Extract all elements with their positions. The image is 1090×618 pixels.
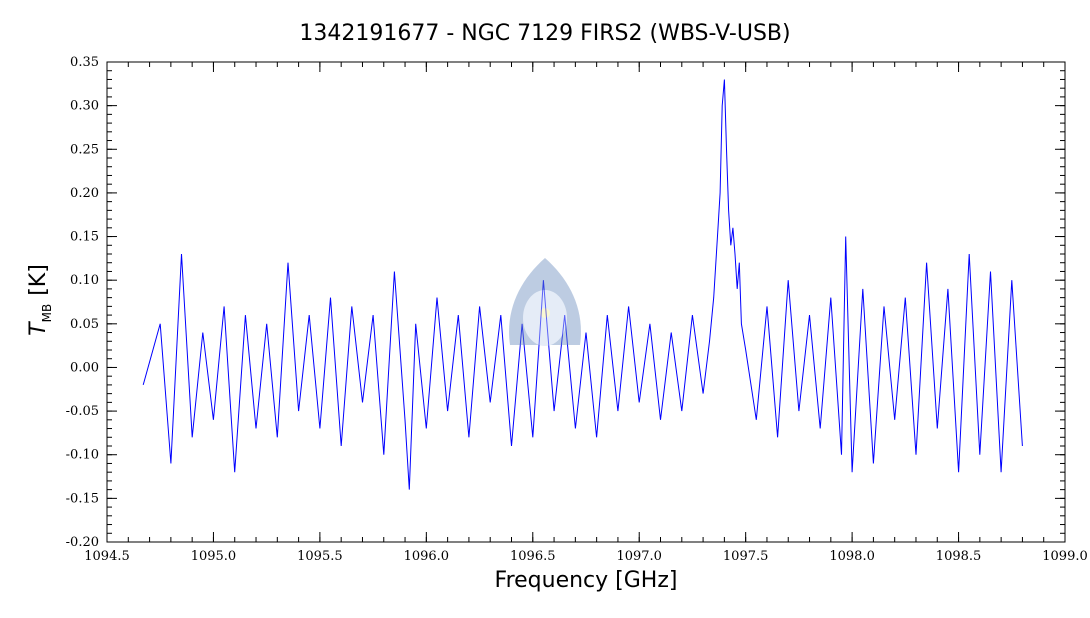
x-tick-label: 1097.0 [616,549,662,564]
y-axis-label-sub: MB [40,304,54,323]
y-axis-label: TMB [K] [26,264,54,336]
y-tick-label: -0.15 [66,491,99,506]
y-tick-label: -0.05 [66,404,99,419]
plot-frame [106,61,1066,543]
y-tick-label: 0.15 [70,230,99,245]
y-tick-label: 0.05 [70,317,99,332]
chart-title: 1342191677 - NGC 7129 FIRS2 (WBS-V-USB) [299,21,790,46]
y-tick-label: 0.10 [70,273,99,288]
x-tick-label: 1095.0 [191,549,237,564]
x-tick-label: 1098.5 [936,549,982,564]
y-tick-label: -0.10 [66,448,99,463]
x-tick-label: 1098.0 [829,549,875,564]
y-tick-label: 0.30 [70,99,99,114]
x-tick-label: 1099.0 [1042,549,1088,564]
y-tick-label: 0.00 [70,360,99,375]
x-axis-label: Frequency [GHz] [495,568,678,593]
x-tick-label: 1097.5 [723,549,769,564]
x-tick-label: 1094.5 [84,549,130,564]
y-tick-label: -0.20 [66,535,99,550]
logo-watermark [509,258,581,346]
spectrum-series [142,79,1023,490]
y-tick-label: 0.20 [70,186,99,201]
y-axis-ticks: -0.20 -0.15 -0.10 -0.05 0.00 0.05 0.10 0.15 0.20… [66,55,1065,550]
x-axis-ticks: 1094.5 1095.0 1095.5 1096.0 1096.5 1097.0 1097… [84,62,1088,564]
y-tick-label: 0.25 [70,142,99,157]
x-tick-label: 1095.5 [297,549,343,564]
x-tick-label: 1096.5 [510,549,556,564]
x-tick-label: 1096.0 [404,549,450,564]
y-tick-label: 0.35 [70,55,99,70]
svg-text:TMB[K]: TMB [K] [26,264,54,336]
y-axis-label-main: T [26,321,51,336]
y-axis-label-unit: [K] [26,264,51,296]
series-line [142,79,1023,490]
